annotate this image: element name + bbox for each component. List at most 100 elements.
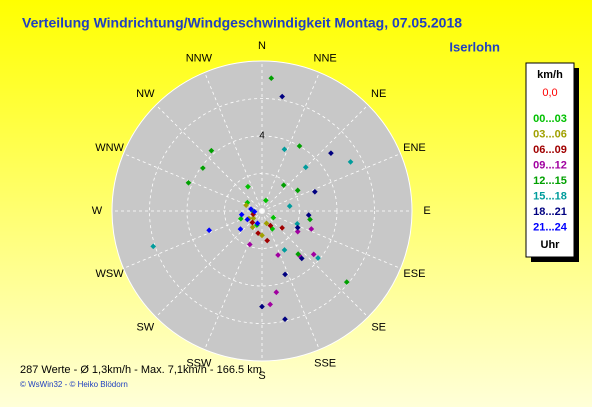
- spoke: [261, 210, 369, 318]
- spoke: [261, 210, 320, 350]
- legend-title: km/h: [537, 69, 563, 81]
- point: [296, 143, 303, 149]
- point: [248, 206, 254, 212]
- point: [308, 226, 315, 232]
- direction-label: ENE: [403, 142, 426, 154]
- point: [263, 220, 270, 227]
- spoke: [123, 210, 263, 269]
- point: [343, 279, 350, 285]
- spoke: [261, 104, 369, 212]
- direction-label: ESE: [403, 268, 425, 280]
- grid-ring: [149, 98, 375, 324]
- direction-label: WSW: [96, 268, 125, 280]
- point: [238, 215, 244, 222]
- grid-ring: [186, 135, 338, 287]
- point: [150, 243, 157, 250]
- point: [255, 230, 261, 236]
- point: [347, 159, 354, 165]
- point: [302, 164, 309, 171]
- point: [315, 255, 321, 261]
- point: [208, 147, 215, 154]
- point: [282, 316, 288, 323]
- point: [244, 216, 251, 223]
- direction-label: NW: [136, 88, 155, 100]
- point: [263, 197, 269, 204]
- point: [280, 182, 287, 188]
- point: [245, 183, 251, 190]
- point: [294, 220, 301, 227]
- point: [294, 228, 301, 235]
- point: [254, 220, 261, 227]
- footer: 287 Werte - Ø 1,3km/h - Max. 7,1km/h - 1…: [20, 364, 262, 376]
- direction-label: NNW: [186, 52, 213, 64]
- point: [267, 301, 273, 308]
- legend-entry: 09...12: [533, 159, 567, 171]
- chart-title: Verteilung Windrichtung/Windgeschwindigk…: [22, 15, 462, 31]
- legend-entry: 03...06: [533, 128, 567, 140]
- direction-label: NE: [371, 88, 386, 100]
- point: [294, 224, 301, 231]
- point: [328, 150, 334, 156]
- point: [264, 237, 271, 244]
- direction-label: W: [92, 205, 103, 217]
- point: [243, 202, 249, 209]
- point: [267, 222, 274, 229]
- spoke: [204, 72, 263, 212]
- point: [307, 216, 313, 223]
- point: [250, 215, 257, 222]
- point: [270, 214, 277, 221]
- point: [237, 226, 244, 232]
- credits: © WsWin32 - © Heiko Blödorn: [20, 380, 128, 389]
- direction-label: SSW: [186, 357, 212, 369]
- direction-label: SSE: [314, 357, 336, 369]
- point: [305, 212, 312, 218]
- point: [312, 188, 318, 195]
- point: [310, 251, 317, 258]
- point: [246, 241, 253, 248]
- legend-unit: Uhr: [541, 239, 561, 251]
- direction-label: SW: [136, 322, 154, 334]
- legend-entry: 00...03: [533, 113, 567, 125]
- legend-entry: 06...09: [533, 144, 567, 156]
- point: [282, 271, 288, 278]
- direction-label: N: [258, 40, 266, 52]
- point: [286, 203, 293, 209]
- point: [279, 93, 286, 100]
- point: [249, 224, 256, 231]
- direction-label: SE: [371, 322, 386, 334]
- legend-box: [525, 62, 575, 258]
- point: [298, 255, 305, 262]
- spoke: [261, 210, 401, 269]
- legend-entry: 15...18: [533, 190, 567, 202]
- direction-label: WNW: [95, 142, 124, 154]
- calm-value: 0,0: [542, 87, 557, 99]
- direction-label: E: [423, 205, 430, 217]
- point: [281, 247, 288, 253]
- point: [268, 75, 275, 82]
- point: [273, 289, 280, 296]
- direction-label: NNE: [314, 52, 337, 64]
- legend-entry: 18...21: [533, 206, 567, 218]
- legend-entry: 21...24: [533, 221, 568, 233]
- point: [259, 303, 265, 310]
- legend-entry: 12...15: [533, 175, 567, 187]
- location: Iserlohn: [449, 39, 500, 54]
- point: [238, 211, 245, 218]
- point: [294, 187, 301, 194]
- point: [251, 208, 258, 215]
- point: [281, 146, 288, 153]
- point: [185, 179, 192, 186]
- r-tick-label: 4: [259, 131, 265, 142]
- point: [206, 227, 212, 234]
- direction-label: S: [258, 370, 265, 382]
- point: [275, 252, 281, 258]
- point: [279, 225, 285, 231]
- spoke: [204, 210, 263, 350]
- point: [200, 165, 206, 171]
- spoke: [261, 153, 401, 212]
- point: [295, 251, 301, 257]
- point: [259, 232, 265, 239]
- grid-ring: [224, 173, 300, 249]
- spoke: [261, 72, 320, 212]
